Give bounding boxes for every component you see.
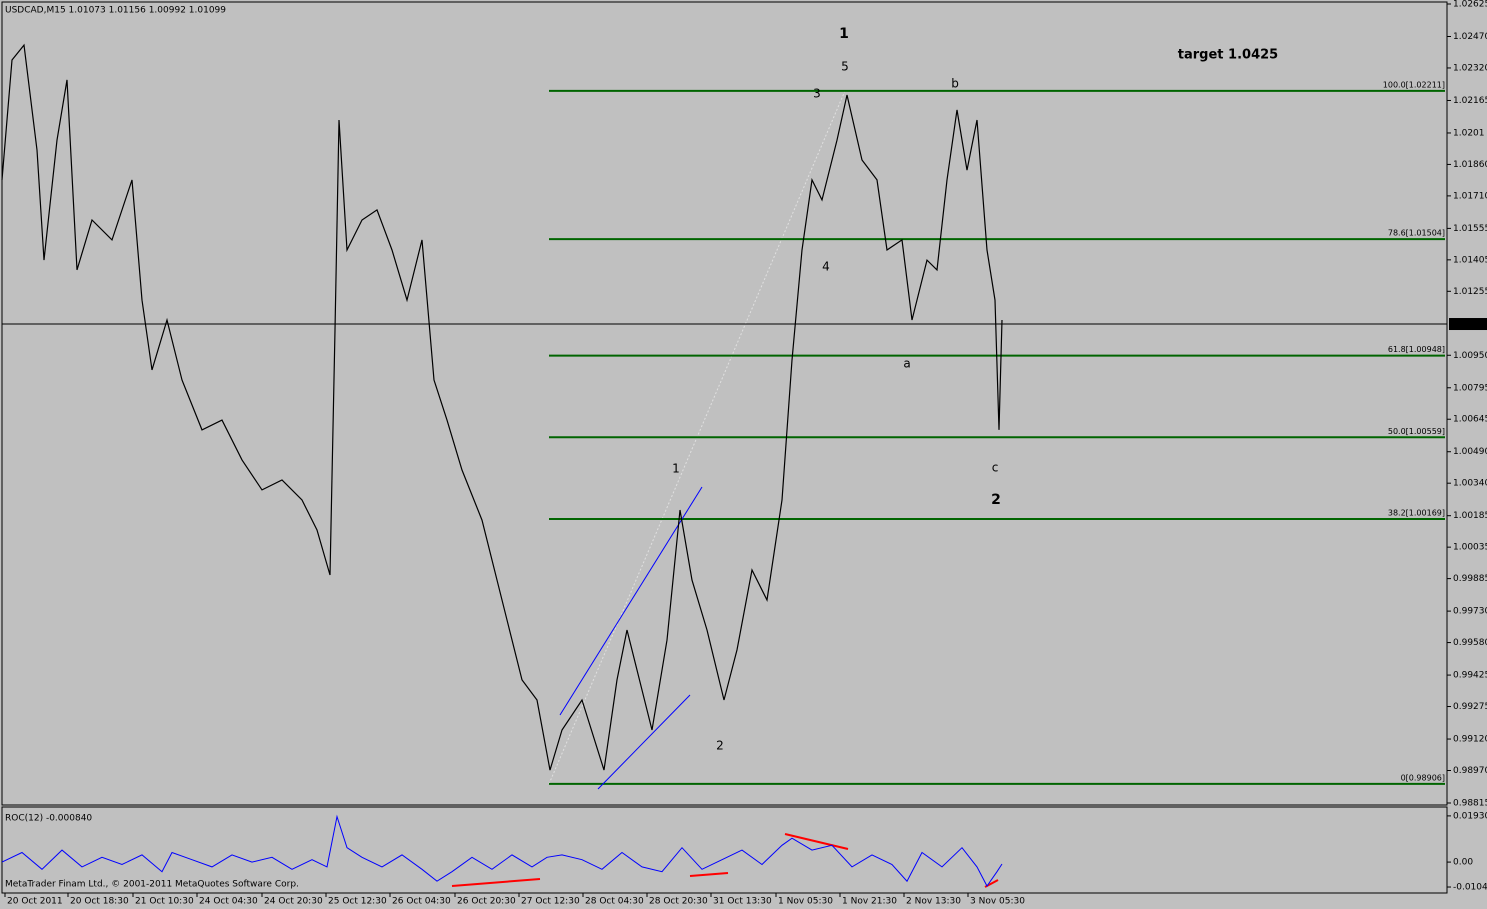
- price-frame: [1, 1, 1448, 806]
- wave-label: a: [903, 357, 910, 371]
- wave-label: b: [951, 77, 959, 91]
- y-tick-label: 0.99275: [1453, 702, 1487, 712]
- x-tick-label: 28 Oct 20:30: [649, 897, 708, 907]
- wave-label: 4: [822, 260, 830, 274]
- y-tick-label: 0.99425: [1453, 671, 1487, 681]
- series-line: [1, 43, 1003, 771]
- wave-label: 5: [841, 60, 849, 74]
- fib-label: 0[0.98906]: [1401, 773, 1445, 782]
- footer: MetaTrader Finam Ltd., © 2001-2011 MetaQ…: [5, 880, 299, 890]
- fib-label: 50.0[1.00559]: [1388, 427, 1445, 436]
- current-price-label: 1.01099: [1452, 320, 1487, 330]
- wave-label: c: [992, 461, 999, 475]
- wave-label: 3: [813, 87, 821, 101]
- channel-line: [597, 694, 691, 790]
- x-tick-label: 2 Nov 13:30: [906, 897, 961, 907]
- y-tick-label: 1.00645: [1453, 415, 1487, 425]
- x-tick-label: 24 Oct 04:30: [199, 897, 258, 907]
- fib-label: 78.6[1.01504]: [1388, 229, 1445, 238]
- y-tick-label: 0.00: [1453, 858, 1473, 868]
- x-tick-label: 28 Oct 04:30: [585, 897, 644, 907]
- y-tick-label: 1.01555: [1453, 224, 1487, 234]
- y-tick-label: 0.01930: [1453, 811, 1487, 821]
- y-tick-label: 1.02165: [1453, 96, 1487, 106]
- x-tick-label: 21 Oct 10:30: [135, 897, 194, 907]
- divergence-line: [451, 878, 541, 887]
- y-tick-label: 1.01405: [1453, 255, 1487, 265]
- x-tick-label: 20 Oct 2011: [7, 897, 63, 907]
- divergence-line: [689, 872, 729, 877]
- y-tick-label: 1.01255: [1453, 287, 1487, 297]
- wave-label: 2: [991, 492, 1001, 508]
- y-tick-label: 1.00340: [1453, 479, 1487, 489]
- y-tick-label: 1.00035: [1453, 543, 1487, 553]
- wave-label: 1: [839, 26, 849, 42]
- y-tick-label: 0.98970: [1453, 766, 1487, 776]
- y-tick-label: 1.0201: [1453, 128, 1485, 138]
- fib-label: 100.0[1.02211]: [1383, 80, 1445, 89]
- x-tick-label: 27 Oct 12:30: [521, 897, 580, 907]
- chart-title: USDCAD,M15 1.01073 1.01156 1.00992 1.010…: [5, 6, 226, 16]
- y-tick-label: 1.00185: [1453, 511, 1487, 521]
- y-tick-label: 1.02320: [1453, 63, 1487, 73]
- x-tick-label: 24 Oct 20:30: [264, 897, 323, 907]
- x-tick-label: 26 Oct 20:30: [457, 897, 516, 907]
- y-tick-label: 0.98815: [1453, 799, 1487, 809]
- divergence-line: [784, 833, 849, 850]
- x-tick-label: 25 Oct 12:30: [328, 897, 387, 907]
- fib-label: 61.8[1.00948]: [1388, 345, 1445, 354]
- y-tick-label: 1.02470: [1453, 32, 1487, 42]
- y-tick-label: 1.00950: [1453, 351, 1487, 361]
- wave-label: target 1.0425: [1178, 48, 1278, 63]
- current-price-box: [1449, 318, 1487, 331]
- wave-label: 2: [716, 739, 724, 753]
- x-tick-label: 1 Nov 21:30: [842, 897, 897, 907]
- y-tick-label: 1.01710: [1453, 191, 1487, 201]
- x-tick-label: 3 Nov 05:30: [970, 897, 1025, 907]
- series-line: [1, 814, 1003, 887]
- y-tick-label: 1.00490: [1453, 447, 1487, 457]
- x-tick-label: 20 Oct 18:30: [70, 897, 129, 907]
- y-tick-label: 0.99120: [1453, 735, 1487, 745]
- y-tick-label: 0.99730: [1453, 607, 1487, 617]
- y-tick-label: 1.02625: [1453, 0, 1487, 10]
- x-tick-label: 26 Oct 04:30: [392, 897, 451, 907]
- y-tick-label: 1.00795: [1453, 383, 1487, 393]
- y-tick-label: 1.01860: [1453, 160, 1487, 170]
- roc-frame: [1, 806, 1448, 894]
- x-tick-label: 31 Oct 13:30: [713, 897, 772, 907]
- fib-label: 38.2[1.00169]: [1388, 509, 1445, 518]
- x-tick-label: 1 Nov 05:30: [778, 897, 833, 907]
- y-tick-label: 0.99580: [1453, 638, 1487, 648]
- y-tick-label: 0.99885: [1453, 574, 1487, 584]
- wave-label: 1: [672, 462, 680, 476]
- roc-title: ROC(12) -0.000840: [5, 814, 92, 824]
